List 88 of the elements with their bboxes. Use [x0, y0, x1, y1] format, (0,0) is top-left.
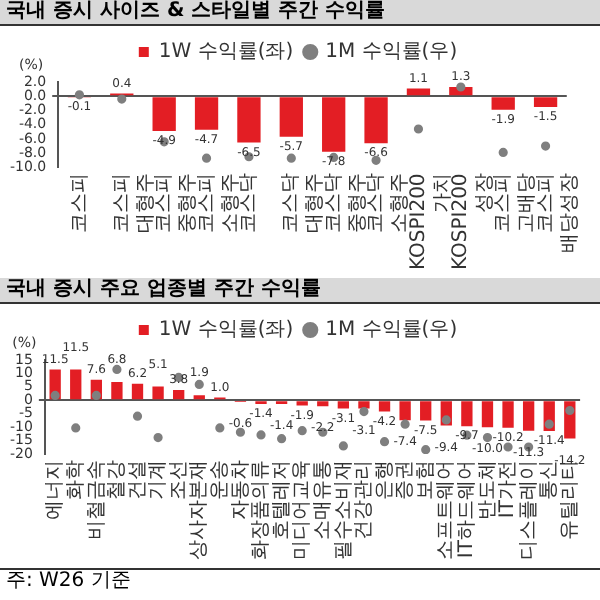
legend-label: 1M 수익률(우): [325, 41, 458, 64]
x-tick-label: 필수소비재: [332, 460, 355, 560]
bar: [152, 386, 164, 400]
x-tick-label: 비철금속: [85, 460, 108, 540]
bar: [70, 369, 82, 400]
bar: [131, 383, 144, 400]
bar: [399, 401, 411, 421]
point: [421, 445, 431, 454]
bar: [317, 401, 329, 407]
x-tick-label: 코스닥 중형주: [322, 173, 369, 234]
point: [112, 364, 122, 374]
point: [277, 434, 287, 444]
point: [540, 141, 551, 151]
x-tick-label: IT가전: [497, 460, 520, 519]
x-tick-label: 에너지: [44, 460, 67, 520]
point: [215, 423, 225, 433]
x-tick-label: 미디어교육: [291, 460, 314, 560]
legend-label: 1M 수익률(우): [325, 319, 458, 342]
point: [400, 419, 410, 429]
x-tick-label: 화장품의류: [250, 460, 273, 560]
point: [117, 94, 127, 104]
x-tick-label: 코스피: [68, 173, 91, 234]
point: [74, 90, 85, 100]
point: [91, 390, 101, 401]
point: [413, 124, 424, 134]
point: [256, 430, 266, 440]
point: [359, 406, 369, 417]
bar: [481, 401, 494, 428]
bar: [420, 401, 432, 421]
point: [286, 153, 296, 163]
x-tick-label: KOSPI200 가치: [407, 173, 454, 270]
x-tick-label: 소매유통: [311, 460, 334, 540]
x-tick-label: 상사자본재: [188, 460, 211, 560]
point: [194, 379, 204, 390]
bar: [173, 390, 185, 400]
point: [565, 405, 575, 416]
point: [379, 437, 390, 447]
legend-label: 1W 수익률(좌): [158, 41, 294, 64]
x-tick-label: 건설: [126, 460, 149, 500]
point: [71, 423, 81, 433]
x-tick-label: 호텔레저: [270, 460, 293, 540]
point: [544, 419, 554, 429]
x-tick-label: 보험: [414, 460, 437, 500]
x-tick-label: 코스피 중형주: [153, 173, 200, 234]
legend-label: 1W 수익률(좌): [158, 319, 294, 342]
point: [132, 411, 143, 421]
bar: [461, 401, 473, 427]
x-tick-label: 은행: [373, 460, 396, 500]
x-tick-label: 증권: [394, 460, 417, 500]
x-tick-label: 코스피 배당성장: [534, 173, 581, 254]
point: [297, 426, 307, 436]
x-tick-label: 자동차: [229, 460, 252, 520]
x-tick-label: 소프트웨어: [435, 460, 458, 560]
point: [201, 153, 212, 163]
bar: [502, 401, 514, 428]
text: 주: W26 기준: [0, 568, 600, 592]
x-tick-label: 코스닥: [238, 173, 261, 234]
x-tick-label: 조선: [167, 460, 190, 500]
bar: [378, 401, 391, 412]
x-tick-label: 코스피 대형주: [110, 173, 157, 234]
x-tick-label: 디스플레이: [517, 460, 540, 560]
x-tick-label: 반도체: [476, 460, 499, 520]
x-tick-label: 기계: [147, 460, 170, 500]
point: [338, 441, 348, 451]
bar: [522, 401, 535, 431]
point: [456, 82, 466, 92]
chart-title: 국내 증시 주요 업종별 주간 수익률: [0, 278, 600, 304]
point: [498, 147, 508, 158]
x-tick-label: IT하드웨어: [456, 460, 479, 559]
x-tick-label: 코스피 고배당: [492, 173, 539, 234]
x-tick-label: 코스피 소형주: [195, 173, 242, 234]
x-tick-label: 화학: [64, 460, 87, 500]
x-tick-label: 통신: [538, 460, 561, 500]
bar: [337, 401, 350, 409]
point: [153, 433, 163, 443]
x-tick-label: 철강: [106, 460, 129, 500]
point: [503, 442, 513, 452]
point: [482, 433, 493, 443]
point: [441, 415, 451, 425]
x-tick-label: 운송: [209, 460, 232, 500]
point: [371, 155, 381, 165]
x-tick-label: 코스닥 소형주: [365, 173, 412, 234]
x-tick-label: 건강관리: [353, 460, 376, 540]
bar: [111, 382, 123, 400]
x-tick-label: 코스닥 대형주: [280, 173, 327, 234]
point: [235, 427, 246, 437]
chart-title: 국내 증시 사이즈 & 스타일별 주간 수익률: [0, 0, 600, 26]
point: [50, 390, 60, 401]
